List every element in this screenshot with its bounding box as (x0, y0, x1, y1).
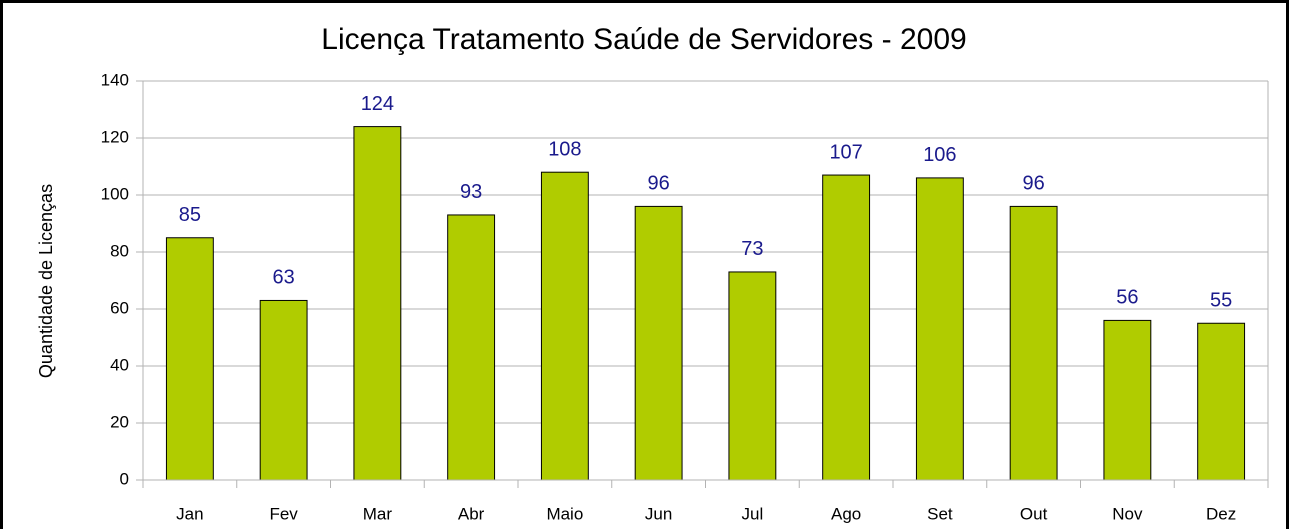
data-label: 63 (273, 267, 295, 289)
y-tick-label: 60 (110, 298, 129, 317)
x-tick-label: Fev (269, 504, 298, 523)
bar (1009, 205, 1058, 481)
y-tick-label: 20 (110, 412, 129, 431)
x-tick-label: Dez (1206, 504, 1236, 523)
bar (447, 214, 496, 481)
bar (259, 299, 308, 481)
chart-title: Licença Tratamento Saúde de Servidores -… (321, 23, 966, 56)
x-tick-label: Mar (363, 504, 393, 523)
y-tick-label: 100 (101, 184, 129, 203)
x-tick-label: Ago (831, 504, 861, 523)
data-label: 85 (179, 204, 201, 226)
bar (1197, 322, 1246, 481)
bar (728, 271, 777, 481)
x-tick-label: Nov (1112, 504, 1143, 523)
y-tick-label: 0 (120, 469, 129, 488)
data-label: 73 (741, 238, 763, 260)
data-label: 56 (1116, 287, 1138, 309)
data-label: 106 (923, 144, 956, 166)
data-label: 108 (548, 138, 581, 160)
bar (634, 205, 683, 481)
bar (1103, 319, 1152, 481)
y-tick-label: 120 (101, 127, 129, 146)
data-label: 96 (648, 173, 670, 195)
bar (540, 171, 589, 481)
bar (822, 174, 871, 481)
x-tick-label: Jun (645, 504, 672, 523)
y-axis-label: Quantidade de Licenças (36, 184, 56, 378)
y-tick-label: 80 (110, 241, 129, 260)
data-label: 55 (1210, 290, 1232, 312)
data-label: 124 (361, 93, 394, 115)
x-tick-label: Jul (742, 504, 764, 523)
y-tick-label: 40 (110, 355, 129, 374)
x-tick-label: Abr (458, 504, 485, 523)
x-tick-label: Jan (176, 504, 203, 523)
data-label: 93 (460, 181, 482, 203)
data-label: 96 (1023, 173, 1045, 195)
bar (353, 126, 402, 481)
y-tick-label: 140 (101, 70, 129, 89)
x-tick-label: Out (1020, 504, 1048, 523)
data-label: 107 (829, 141, 862, 163)
bar (165, 237, 214, 481)
bar (915, 177, 964, 481)
x-tick-label: Maio (546, 504, 583, 523)
x-tick-label: Set (927, 504, 953, 523)
